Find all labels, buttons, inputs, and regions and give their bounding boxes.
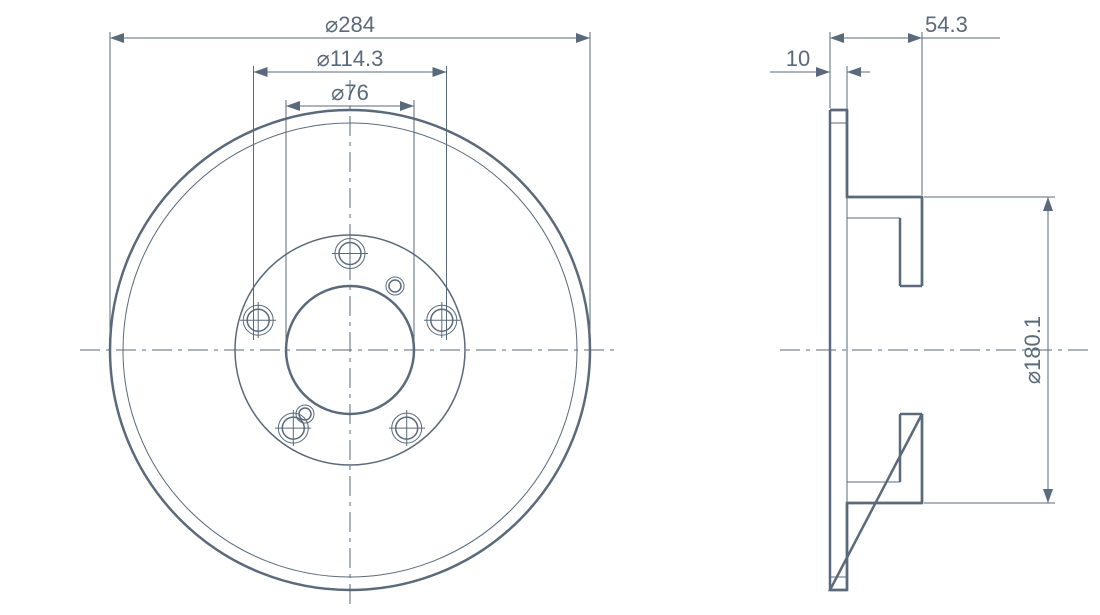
side-view: 54.3 10 ⌀180.1 bbox=[770, 12, 1090, 590]
dim-outer-diameter: ⌀284 bbox=[110, 12, 590, 43]
bolt-hole bbox=[240, 302, 276, 338]
dim-label: ⌀284 bbox=[325, 12, 375, 37]
dim-pcd: ⌀114.3 bbox=[254, 46, 447, 77]
dim-bore: ⌀76 bbox=[286, 80, 414, 111]
bolt-hole bbox=[424, 302, 460, 338]
dim-thickness: 10 bbox=[770, 46, 870, 110]
bolt-hole bbox=[389, 410, 425, 446]
bolt-hole bbox=[332, 235, 368, 272]
dim-label: ⌀180.1 bbox=[1020, 316, 1045, 384]
pin-hole bbox=[389, 280, 401, 292]
dim-label: 54.3 bbox=[925, 12, 968, 37]
dim-label: 10 bbox=[786, 46, 810, 71]
dim-hat-depth: 54.3 bbox=[830, 12, 1000, 195]
bolt-hole bbox=[275, 410, 311, 446]
front-view: ⌀284 ⌀114.3 ⌀76 bbox=[80, 12, 620, 610]
dim-label: ⌀76 bbox=[331, 80, 369, 105]
dim-label: ⌀114.3 bbox=[317, 46, 384, 71]
technical-drawing: ⌀284 ⌀114.3 ⌀76 bbox=[0, 0, 1100, 615]
